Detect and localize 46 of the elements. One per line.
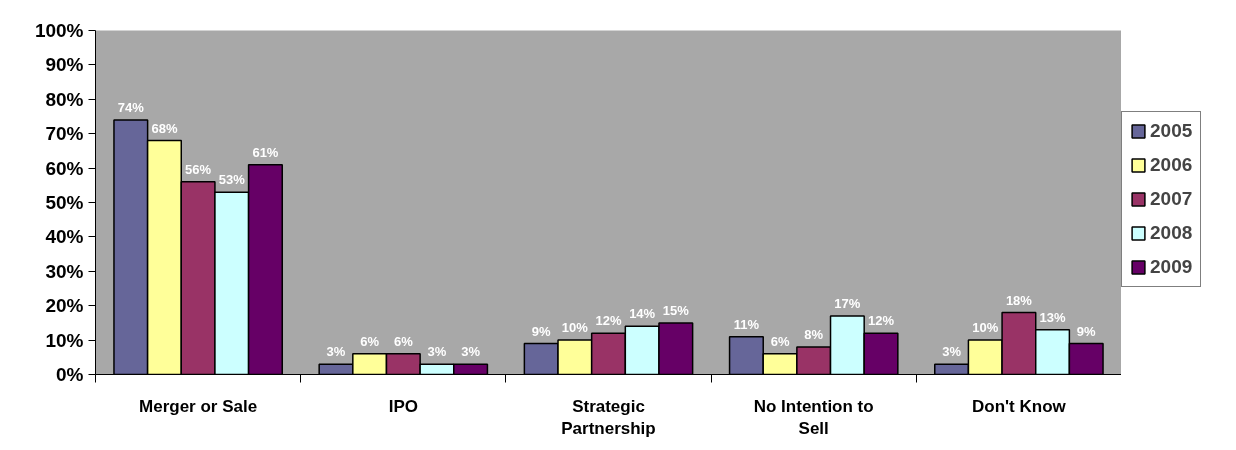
data-label: 3% xyxy=(427,344,447,360)
x-tick-label: Don't Know xyxy=(972,396,1067,416)
data-label: 14% xyxy=(629,306,656,322)
data-label: 10% xyxy=(561,320,589,336)
y-tick-label: 80% xyxy=(45,88,84,110)
legend-label: 2006 xyxy=(1150,154,1193,176)
data-label: 15% xyxy=(662,302,690,318)
data-label: 3% xyxy=(461,344,481,360)
data-label: 17% xyxy=(834,296,861,312)
data-label: 6% xyxy=(770,333,790,349)
data-label: 3% xyxy=(942,344,962,360)
x-tick-label: IPO xyxy=(388,396,418,416)
y-tick-label: 10% xyxy=(45,329,84,351)
data-label: 6% xyxy=(393,333,414,349)
data-label: 9% xyxy=(531,323,552,339)
y-tick-label: 70% xyxy=(45,123,84,145)
data-label: 10% xyxy=(972,320,999,336)
legend-label: 2009 xyxy=(1150,256,1193,278)
data-label: 6% xyxy=(360,333,380,349)
y-tick-label: 20% xyxy=(45,295,84,317)
data-label: 3% xyxy=(326,344,346,360)
data-label: 12% xyxy=(595,313,622,329)
legend-label: 2007 xyxy=(1150,188,1193,210)
data-label: 9% xyxy=(1076,323,1097,339)
y-tick-label: 90% xyxy=(45,54,84,76)
y-tick-label: 0% xyxy=(56,364,84,385)
x-tick-label: No Intention to Sell xyxy=(753,396,874,439)
data-label: 61% xyxy=(252,144,279,160)
y-tick-label: 30% xyxy=(45,260,84,282)
data-label: 74% xyxy=(117,99,145,115)
data-label: 11% xyxy=(733,316,760,332)
legend-label: 2008 xyxy=(1150,222,1193,244)
y-tick-label: 50% xyxy=(45,192,84,213)
data-label: 56% xyxy=(185,161,212,177)
legend-label: 2005 xyxy=(1150,120,1193,142)
y-tick-label: 100% xyxy=(34,20,84,41)
data-label: 18% xyxy=(1005,292,1033,308)
x-tick-label: Strategic Partnership xyxy=(561,396,656,439)
y-tick-label: 60% xyxy=(45,157,84,179)
x-tick-label: Merger or Sale xyxy=(139,396,258,416)
data-label: 53% xyxy=(218,172,246,188)
data-label: 13% xyxy=(1039,309,1066,325)
data-label: 12% xyxy=(868,313,895,329)
y-tick-label: 40% xyxy=(45,226,84,248)
data-label: 68% xyxy=(151,120,178,136)
data-label: 8% xyxy=(804,326,824,342)
